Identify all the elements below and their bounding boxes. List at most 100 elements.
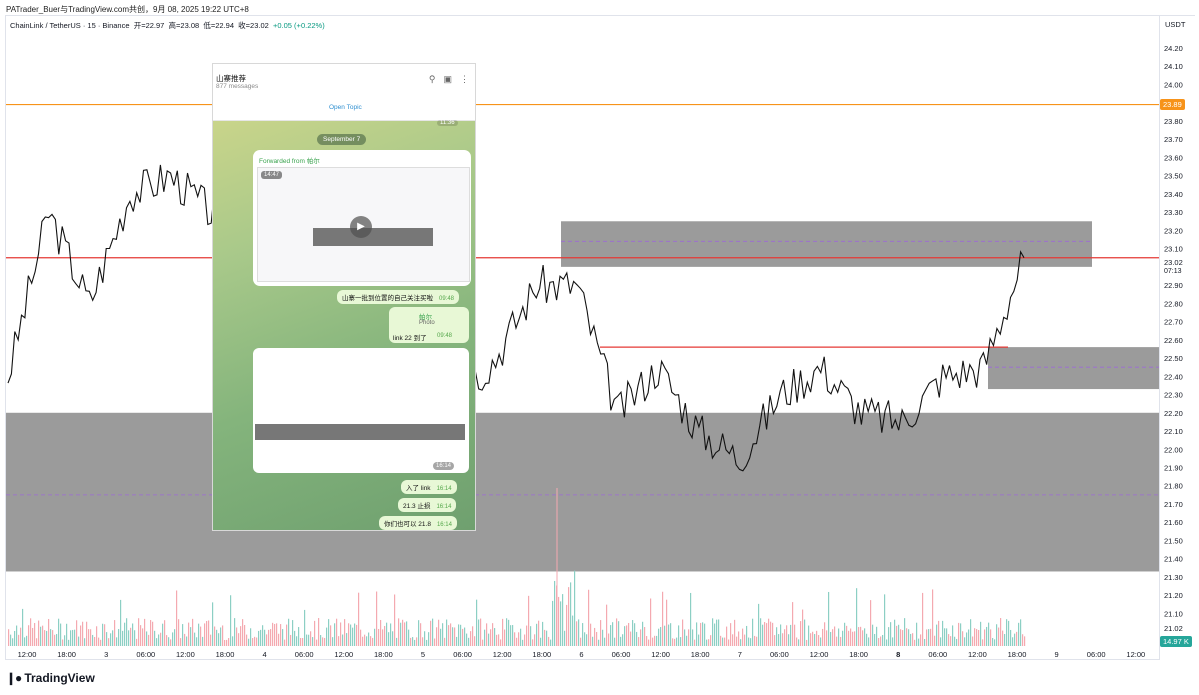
sidebar-icon[interactable]: ▣: [443, 74, 452, 84]
volume-bar: [582, 623, 584, 646]
time-tick-label: 3: [104, 650, 108, 659]
search-icon[interactable]: ⚲: [428, 74, 436, 84]
volume-bar: [530, 626, 532, 646]
time-tick-label: 12:00: [651, 650, 670, 659]
time-tick-label: 06:00: [612, 650, 631, 659]
volume-bar: [844, 622, 846, 646]
volume-bar: [602, 629, 604, 646]
price-tick-label: 22.60: [1164, 336, 1183, 345]
volume-bar: [588, 589, 590, 646]
tradingview-logo[interactable]: ❙● TradingView: [6, 671, 95, 685]
volume-bar: [32, 627, 34, 646]
message-bubble-4[interactable]: 21.3 止损 16:14: [398, 498, 457, 512]
chart-screenshot-video[interactable]: 14:47 ▶: [257, 167, 470, 282]
volume-bar: [364, 634, 366, 646]
volume-bar: [22, 608, 24, 646]
play-icon[interactable]: ▶: [350, 216, 372, 238]
volume-bar: [506, 618, 508, 646]
volume-bar: [134, 630, 136, 646]
volume-bar: [636, 631, 638, 646]
volume-bar: [692, 629, 694, 646]
volume-bar: [792, 602, 794, 646]
message-bubble-3[interactable]: 入了 link 16:14: [401, 480, 457, 494]
volume-bar: [98, 637, 100, 646]
forwarded-message[interactable]: Forwarded from 帕尔 14:47 ▶: [253, 150, 471, 286]
volume-bar: [482, 639, 484, 646]
volume-bar: [798, 639, 800, 646]
open-topic-link[interactable]: Open Topic: [329, 104, 362, 111]
volume-bar: [788, 634, 790, 646]
volume-bar: [652, 637, 654, 646]
volume-bar: [928, 629, 930, 646]
volume-bar: [776, 627, 778, 646]
volume-bar: [440, 628, 442, 646]
volume-bar: [52, 630, 54, 646]
volume-bar: [770, 621, 772, 646]
volume-bar: [952, 625, 954, 646]
volume-bar: [590, 623, 592, 646]
volume-bar: [594, 627, 596, 646]
orange-level-badge: 23.89: [1160, 98, 1185, 110]
volume-bar: [410, 637, 412, 646]
volume-bar: [200, 626, 202, 646]
volume-bar: [524, 634, 526, 646]
volume-bar: [990, 629, 992, 646]
volume-bar: [838, 628, 840, 646]
volume-bar: [284, 639, 286, 646]
volume-bar: [188, 622, 190, 646]
forward-name[interactable]: 帕尔: [306, 158, 320, 165]
price-tick-label: 21.30: [1164, 573, 1183, 582]
volume-bar: [446, 619, 448, 646]
volume-bar: [124, 622, 126, 646]
header-actions: ⚲ ▣ ⋮: [429, 74, 469, 85]
volume-bar: [290, 634, 292, 646]
volume-bar: [386, 622, 388, 646]
telegram-overlay: 山寨推荐 877 messages ⚲ ▣ ⋮ Open Topic 11:36…: [212, 63, 476, 531]
volume-bar: [462, 628, 464, 646]
symbol-name[interactable]: ChainLink / TetherUS · 15 · Binance: [10, 21, 130, 30]
volume-bar: [740, 639, 742, 646]
photo-message[interactable]: [253, 348, 469, 473]
volume-bar: [782, 633, 784, 646]
volume-bar: [40, 626, 42, 646]
volume-bar: [28, 625, 30, 646]
reply-bubble[interactable]: 帕尔 Photo link 22 到了 09:48: [389, 307, 469, 343]
price-tick-label: 23.30: [1164, 208, 1183, 217]
volume-bar: [344, 619, 346, 646]
time-tick-label: 06:00: [295, 650, 314, 659]
volume-bar: [242, 619, 244, 646]
volume-bar: [758, 603, 760, 646]
more-icon[interactable]: ⋮: [460, 74, 469, 84]
volume-bar: [512, 625, 514, 646]
message-bubble-1[interactable]: 山寨一批到位置的自己关注买啦 09:48: [337, 290, 460, 304]
volume-bar: [1008, 620, 1010, 646]
volume-bar: [252, 638, 254, 646]
channel-title[interactable]: 山寨推荐: [216, 74, 246, 83]
volume-bar: [500, 639, 502, 646]
volume-bar: [480, 618, 482, 646]
volume-bar: [420, 623, 422, 646]
open-label: 开: [133, 21, 142, 30]
volume-bar: [540, 637, 542, 646]
volume-bar: [700, 622, 702, 646]
volume-bar: [176, 590, 178, 646]
volume-bar: [286, 624, 288, 646]
volume-bar: [214, 626, 216, 646]
volume-bar: [650, 598, 652, 646]
open-value: =22.97: [141, 21, 165, 30]
time-tick-label: 18:00: [849, 650, 868, 659]
volume-bar: [376, 591, 378, 646]
time-tick-label: 06:00: [1087, 650, 1106, 659]
volume-bar: [562, 594, 564, 646]
volume-bar: [712, 618, 714, 646]
volume-bar: [422, 637, 424, 646]
volume-bar: [528, 595, 530, 646]
volume-bar: [324, 637, 326, 646]
volume-bar: [746, 625, 748, 646]
volume-bar: [330, 625, 332, 646]
volume-bar: [340, 622, 342, 646]
message-bubble-5[interactable]: 你们也可以 21.8 16:14: [379, 516, 457, 530]
last-price-label: 23.02: [1164, 258, 1183, 267]
volume-bar: [570, 582, 572, 646]
